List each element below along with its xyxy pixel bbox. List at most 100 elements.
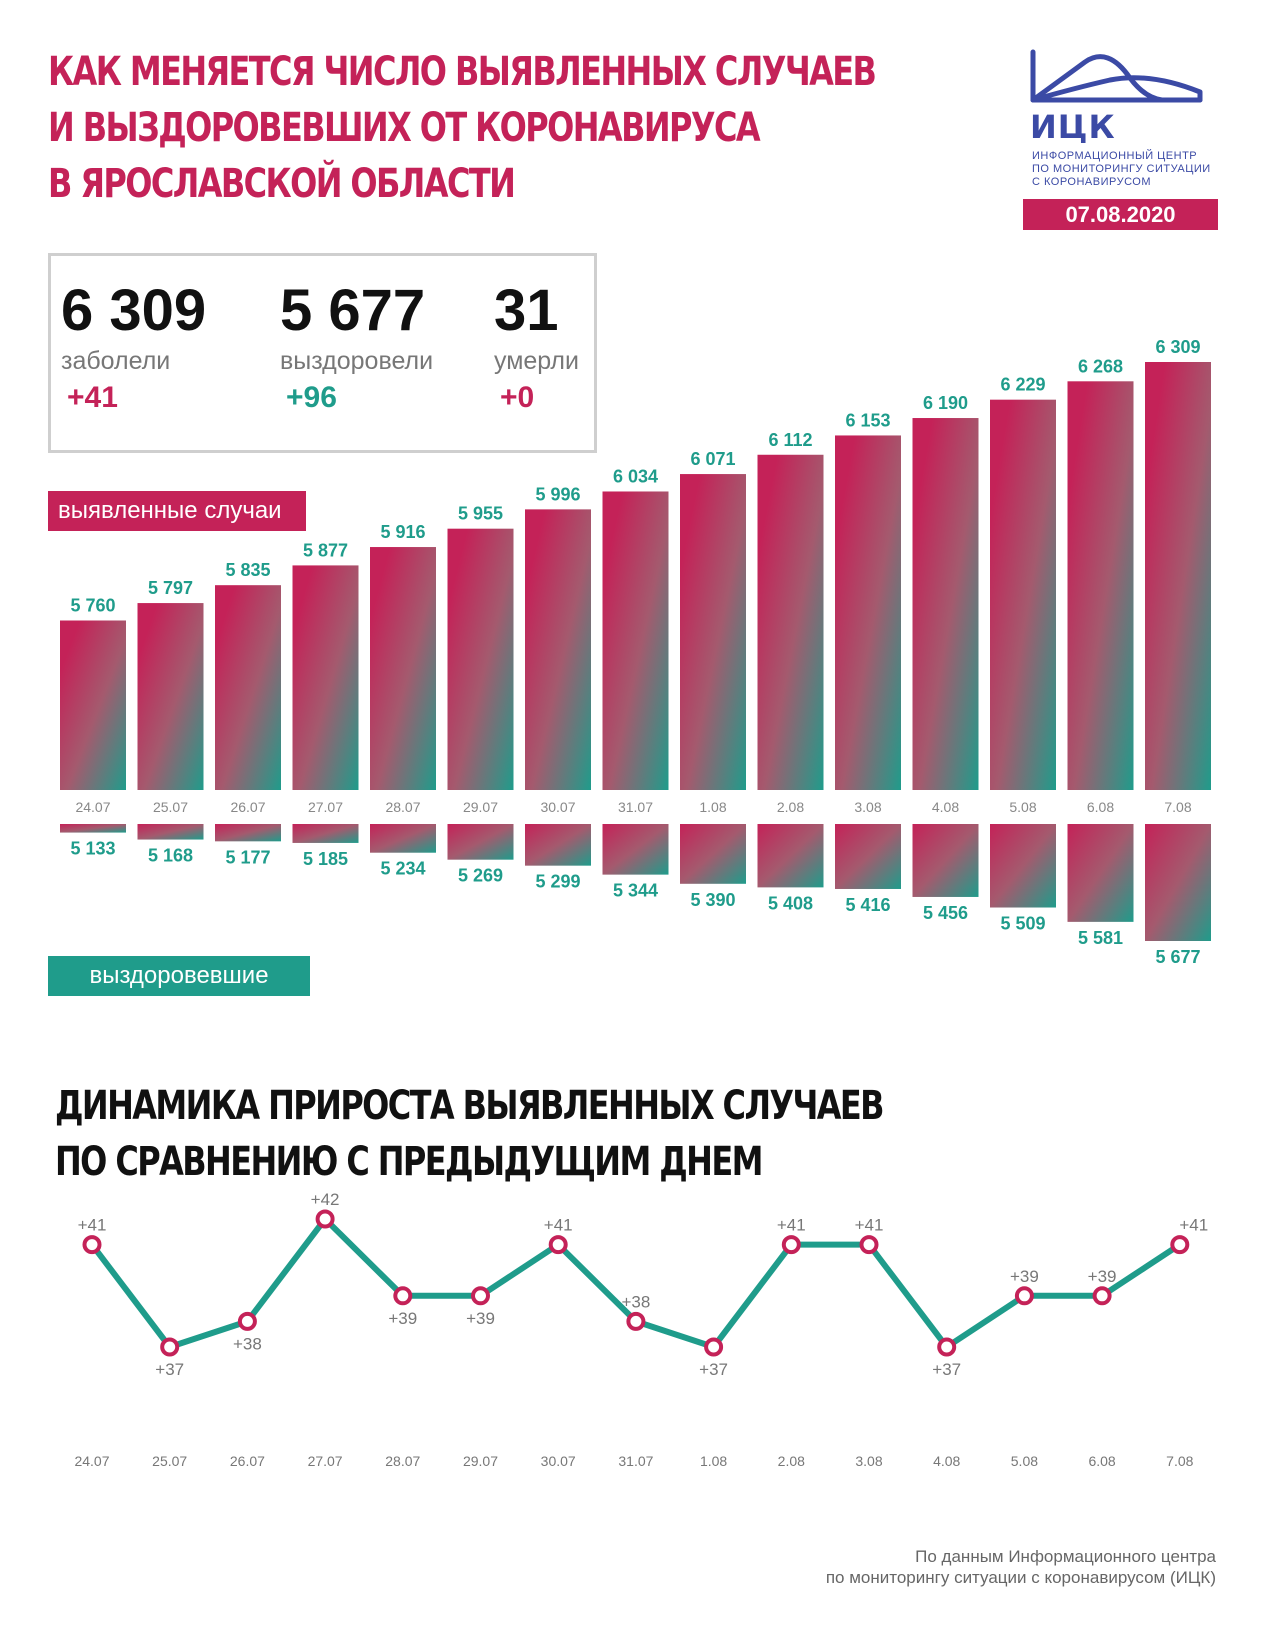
bar-cases-label-6.08: 6 268: [1078, 356, 1123, 376]
growth-title-line-1: Динамика прироста выявленных случаев: [55, 1083, 885, 1129]
growth-label-1.08: +37: [699, 1360, 728, 1379]
bar-cases-26.07: [215, 585, 281, 790]
growth-label-30.07: +41: [544, 1216, 573, 1235]
growth-x-tick-1.08: 1.08: [700, 1453, 727, 1469]
stat-recovered-value: 5 677: [280, 278, 426, 343]
bar-cases-30.07: [525, 509, 591, 790]
bar-cases-label-30.07: 5 996: [535, 484, 580, 504]
bar-cases-label-27.07: 5 877: [303, 540, 348, 560]
growth-point-30.07: [548, 1235, 568, 1255]
x-tick-28.07: 28.07: [385, 799, 420, 815]
bar-recovered-31.07: [602, 824, 669, 875]
bar-cases-6.08: [1067, 381, 1134, 790]
bar-recovered-label-26.07: 5 177: [225, 847, 270, 867]
logo-icon: [1030, 49, 1203, 103]
bar-recovered-label-6.08: 5 581: [1078, 928, 1123, 948]
growth-label-29.07: +39: [466, 1309, 495, 1328]
legend-cases-tag: выявленные случаи: [48, 491, 306, 531]
x-tick-30.07: 30.07: [540, 799, 575, 815]
title-line-3: в Ярославской области: [48, 161, 516, 207]
growth-label-4.08: +37: [932, 1360, 961, 1379]
bar-recovered-25.07: [137, 824, 204, 840]
growth-x-tick-2.08: 2.08: [778, 1453, 805, 1469]
bar-cases-2.08: [757, 454, 824, 790]
growth-point-27.07: [315, 1209, 335, 1229]
bar-recovered-label-28.07: 5 234: [380, 859, 425, 879]
growth-x-tick-6.08: 6.08: [1088, 1453, 1115, 1469]
date-badge: 07.08.2020: [1023, 199, 1218, 230]
bar-recovered-2.08: [757, 824, 824, 888]
bar-recovered-1.08: [680, 824, 746, 884]
growth-label-5.08: +39: [1010, 1267, 1039, 1286]
growth-x-tick-27.07: 27.07: [308, 1453, 343, 1469]
growth-label-24.07: +41: [78, 1216, 107, 1235]
growth-label-26.07: +38: [233, 1334, 262, 1353]
stat-recovered: 5 677 выздоровели +96: [280, 278, 433, 418]
x-tick-3.08: 3.08: [854, 799, 881, 815]
bar-cases-label-4.08: 6 190: [923, 393, 968, 413]
stats-panel: 6 309 заболели +41 5 677 выздоровели +96…: [48, 253, 597, 453]
bar-recovered-label-7.08: 5 677: [1155, 947, 1200, 967]
growth-x-tick-26.07: 26.07: [230, 1453, 265, 1469]
growth-label-7.08: +41: [1179, 1216, 1208, 1235]
growth-label-27.07: +42: [311, 1190, 340, 1209]
logo-text-line-1: Информационный центр: [1032, 150, 1198, 162]
bar-cases-label-28.07: 5 916: [380, 522, 425, 542]
x-tick-1.08: 1.08: [699, 799, 726, 815]
stat-deaths: 31 умерли +0: [494, 278, 579, 418]
bar-cases-label-24.07: 5 760: [70, 595, 115, 615]
bar-recovered-30.07: [525, 824, 591, 866]
bar-cases-label-3.08: 6 153: [845, 410, 890, 430]
growth-x-tick-24.07: 24.07: [74, 1453, 109, 1469]
footer-line-2: по мониторингу ситуации с коронавирусом …: [825, 1568, 1216, 1587]
x-tick-29.07: 29.07: [463, 799, 498, 815]
logo-text-line-2: по мониторингу ситуации: [1032, 163, 1211, 175]
bar-cases-24.07: [60, 620, 126, 790]
growth-title-line-2: по сравнению с предыдущим днем: [55, 1139, 763, 1185]
footer-line-1: По данным Информационного центра: [915, 1547, 1216, 1566]
bar-recovered-label-25.07: 5 168: [148, 846, 193, 866]
bar-cases-7.08: [1145, 362, 1211, 790]
x-tick-27.07: 27.07: [308, 799, 343, 815]
bar-recovered-24.07: [60, 824, 126, 833]
x-tick-26.07: 26.07: [230, 799, 265, 815]
bar-recovered-7.08: [1145, 824, 1211, 941]
x-tick-4.08: 4.08: [932, 799, 959, 815]
bar-recovered-label-5.08: 5 509: [1000, 914, 1045, 934]
growth-label-31.07: +38: [621, 1292, 650, 1311]
bar-recovered-28.07: [370, 824, 436, 853]
bar-cases-label-31.07: 6 034: [613, 466, 658, 486]
x-tick-6.08: 6.08: [1087, 799, 1114, 815]
bar-recovered-label-27.07: 5 185: [303, 849, 348, 869]
growth-label-3.08: +41: [855, 1216, 884, 1235]
stat-cases: 6 309 заболели +41: [61, 278, 206, 418]
bar-cases-3.08: [835, 435, 901, 790]
bar-cases-5.08: [990, 399, 1056, 790]
bar-cases-label-2.08: 6 112: [768, 430, 812, 450]
bar-recovered-label-30.07: 5 299: [535, 872, 580, 892]
x-tick-31.07: 31.07: [618, 799, 653, 815]
growth-label-2.08: +41: [777, 1216, 806, 1235]
bar-cases-29.07: [447, 528, 514, 790]
stat-cases-value: 6 309: [61, 278, 207, 343]
growth-x-tick-4.08: 4.08: [933, 1453, 960, 1469]
stat-recovered-label: выздоровели: [280, 347, 434, 375]
growth-point-26.07: [237, 1311, 257, 1331]
growth-point-1.08: [704, 1337, 724, 1357]
growth-x-tick-5.08: 5.08: [1011, 1453, 1038, 1469]
growth-point-28.07: [393, 1286, 413, 1306]
bar-cases-label-1.08: 6 071: [690, 449, 735, 469]
source-footer: По данным Информационного центра по мони…: [826, 1546, 1216, 1588]
bar-recovered-label-3.08: 5 416: [845, 895, 890, 915]
bar-cases-label-7.08: 6 309: [1155, 337, 1200, 357]
bar-cases-25.07: [137, 603, 204, 790]
bar-recovered-3.08: [835, 824, 901, 889]
bar-recovered-6.08: [1067, 824, 1134, 922]
growth-point-3.08: [859, 1235, 879, 1255]
growth-point-6.08: [1092, 1286, 1112, 1306]
bar-recovered-label-24.07: 5 133: [70, 839, 115, 859]
growth-point-29.07: [471, 1286, 490, 1306]
growth-label-28.07: +39: [388, 1309, 417, 1328]
growth-x-tick-29.07: 29.07: [463, 1453, 498, 1469]
